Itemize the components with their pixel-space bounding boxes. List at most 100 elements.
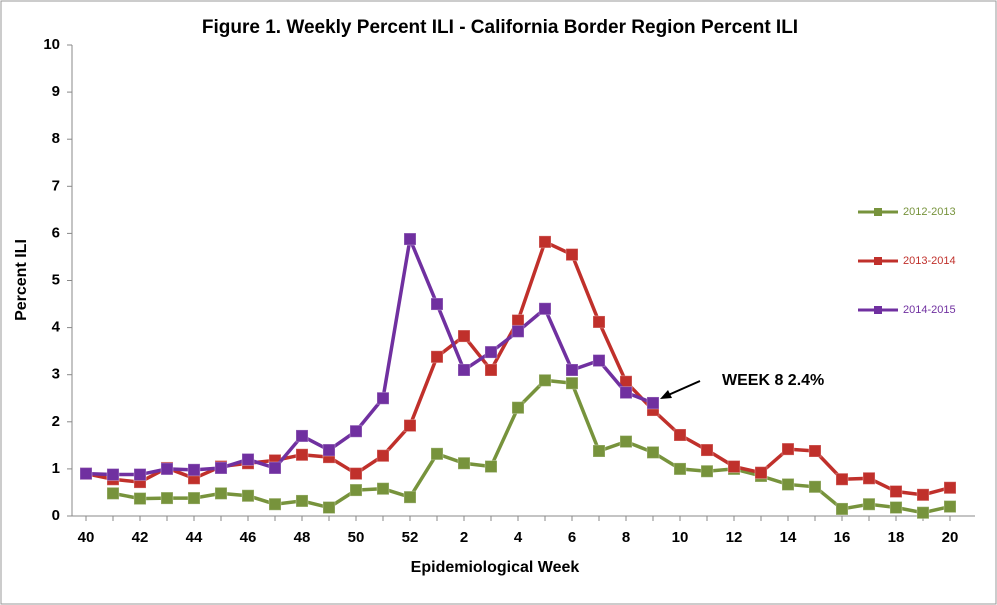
- marker: [943, 500, 957, 514]
- marker: [376, 482, 390, 496]
- x-tick-label: 10: [672, 529, 689, 546]
- marker: [106, 468, 120, 482]
- legend-label: 2013-2014: [903, 255, 956, 267]
- marker: [916, 506, 930, 520]
- marker: [133, 492, 147, 506]
- marker: [241, 452, 255, 466]
- marker: [295, 494, 309, 508]
- y-axis-label: Percent ILI: [13, 239, 30, 321]
- marker: [457, 363, 471, 377]
- x-tick-label: 18: [888, 529, 905, 546]
- x-tick-label: 42: [132, 529, 149, 546]
- y-tick-label: 1: [52, 460, 60, 477]
- x-tick-label: 40: [78, 529, 95, 546]
- marker: [592, 315, 606, 329]
- marker: [376, 391, 390, 405]
- marker: [403, 490, 417, 504]
- marker: [889, 501, 903, 515]
- legend-marker: [874, 306, 882, 314]
- x-tick-label: 6: [568, 529, 576, 546]
- marker: [538, 235, 552, 249]
- marker: [322, 443, 336, 457]
- y-tick-label: 9: [52, 83, 60, 100]
- y-tick-label: 2: [52, 413, 60, 430]
- marker: [349, 467, 363, 481]
- x-tick-label: 48: [294, 529, 311, 546]
- marker: [187, 463, 201, 477]
- y-tick-label: 7: [52, 177, 60, 194]
- marker: [646, 445, 660, 459]
- x-tick-label: 4: [514, 529, 523, 546]
- legend-marker: [874, 257, 882, 265]
- marker: [592, 444, 606, 458]
- marker: [187, 491, 201, 505]
- marker: [106, 486, 120, 500]
- marker: [781, 477, 795, 491]
- marker: [889, 485, 903, 499]
- x-axis-label: Epidemiological Week: [411, 559, 580, 576]
- x-tick-label: 2: [460, 529, 468, 546]
- marker: [700, 443, 714, 457]
- y-tick-label: 10: [43, 36, 60, 53]
- marker: [160, 491, 174, 505]
- legend-marker: [874, 208, 882, 216]
- marker: [214, 461, 228, 475]
- marker: [295, 448, 309, 462]
- annotation-arrow: [665, 380, 701, 397]
- legend-label: 2012-2013: [903, 206, 956, 218]
- marker: [619, 386, 633, 400]
- marker: [862, 497, 876, 511]
- y-tick-label: 5: [52, 271, 60, 288]
- marker: [349, 483, 363, 497]
- marker: [673, 428, 687, 442]
- marker: [160, 462, 174, 476]
- series-line: [85, 232, 654, 477]
- marker: [241, 489, 255, 503]
- marker: [538, 302, 552, 316]
- marker: [430, 447, 444, 461]
- marker: [565, 363, 579, 377]
- marker: [781, 442, 795, 456]
- marker: [295, 429, 309, 443]
- marker: [376, 449, 390, 463]
- x-tick-label: 12: [726, 529, 743, 546]
- marker: [727, 460, 741, 474]
- marker: [754, 466, 768, 480]
- x-tick-label: 20: [942, 529, 959, 546]
- marker: [835, 502, 849, 516]
- chart-title: Figure 1. Weekly Percent ILI - Californi…: [202, 17, 798, 38]
- marker: [619, 435, 633, 449]
- x-tick-label: 52: [402, 529, 419, 546]
- marker: [916, 488, 930, 502]
- marker: [808, 444, 822, 458]
- marker: [835, 472, 849, 486]
- marker: [403, 232, 417, 246]
- y-tick-label: 3: [52, 366, 60, 383]
- marker: [484, 345, 498, 359]
- marker: [808, 480, 822, 494]
- marker: [673, 462, 687, 476]
- marker: [214, 486, 228, 500]
- marker: [457, 329, 471, 343]
- y-tick-label: 4: [52, 319, 61, 336]
- marker: [322, 501, 336, 515]
- marker: [538, 373, 552, 387]
- marker: [484, 363, 498, 377]
- y-tick-label: 8: [52, 130, 60, 147]
- marker: [646, 396, 660, 410]
- annotation: WEEK 8 2.4%: [722, 372, 824, 389]
- marker: [565, 376, 579, 390]
- marker: [133, 468, 147, 482]
- legend-label: 2014-2015: [903, 304, 956, 316]
- x-tick-label: 46: [240, 529, 257, 546]
- marker: [511, 314, 525, 328]
- marker: [430, 297, 444, 311]
- marker: [457, 456, 471, 470]
- marker: [511, 324, 525, 338]
- y-tick-label: 0: [52, 507, 60, 524]
- x-tick-label: 44: [186, 529, 203, 546]
- marker: [484, 460, 498, 474]
- annotation-arrowhead: [660, 390, 672, 399]
- marker: [79, 467, 93, 481]
